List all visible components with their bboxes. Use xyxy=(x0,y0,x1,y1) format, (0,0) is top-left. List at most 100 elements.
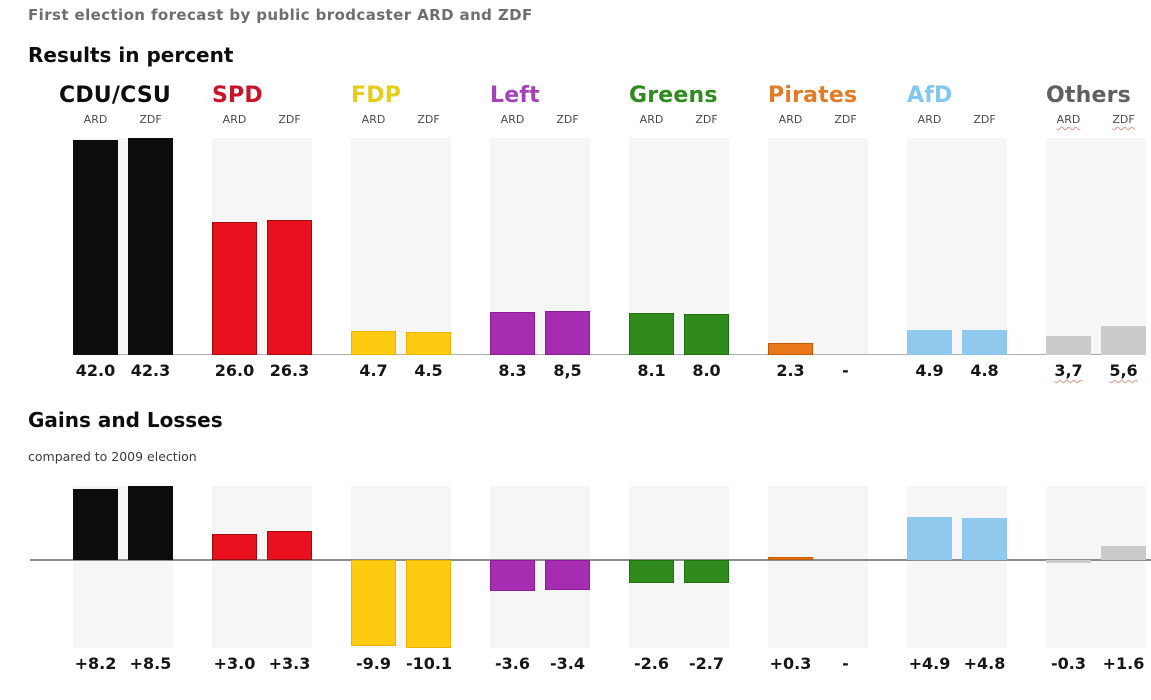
gain-bar-others-zdf xyxy=(1101,546,1146,560)
party-label-afd: AfD xyxy=(907,83,953,108)
gain-value-greens-zdf: -2.7 xyxy=(689,654,724,673)
result-bar-others-ard xyxy=(1046,336,1091,355)
result-bar-afd-zdf xyxy=(962,330,1007,355)
result-values-greens: 8.1 8.0 xyxy=(629,361,729,381)
result-value-fdp-ard: 4.7 xyxy=(359,361,388,380)
gain-bar-left-zdf xyxy=(545,560,590,590)
gain-values-pirates: +0.3 - xyxy=(768,654,868,674)
result-value-spd-ard: 26.0 xyxy=(214,361,255,380)
result-value-others-zdf: 5,6 xyxy=(1109,361,1138,380)
results-plot-cdu-csu xyxy=(73,138,173,355)
result-value-afd-zdf: 4.8 xyxy=(970,361,999,380)
party-group-cdu-csu: CDU/CSU ARD ZDF 42.0 42.3 xyxy=(59,82,173,381)
gains-plot-afd xyxy=(907,486,1007,648)
broadcaster-label-zdf: ZDF xyxy=(278,113,301,126)
gain-value-spd-ard: +3.0 xyxy=(213,654,256,673)
party-label-others: Others xyxy=(1046,83,1131,108)
party-label-fdp: FDP xyxy=(351,83,402,108)
gains-plot-spd xyxy=(212,486,312,648)
results-baseline-axis xyxy=(73,354,1146,355)
party-label-pirates: Pirates xyxy=(768,83,858,108)
broadcaster-label-zdf: ZDF xyxy=(139,113,162,126)
result-bar-left-ard xyxy=(490,312,535,355)
results-heading: Results in percent xyxy=(28,43,234,67)
result-value-cdu-csu-zdf: 42.3 xyxy=(130,361,171,380)
broadcaster-label-ard: ARD xyxy=(639,113,664,126)
results-chart: CDU/CSU ARD ZDF 42.0 42.3 SPD ARD ZDF 26.0 26.3 FD… xyxy=(0,82,1151,381)
gain-value-spd-zdf: +3.3 xyxy=(268,654,311,673)
broadcaster-label-ard: ARD xyxy=(778,113,803,126)
result-value-cdu-csu-ard: 42.0 xyxy=(75,361,116,380)
column-background-pirates xyxy=(768,138,868,355)
result-value-others-ard: 3,7 xyxy=(1054,361,1083,380)
gains-group-greens: -2.6 -2.7 xyxy=(629,486,729,674)
gains-plot-pirates xyxy=(768,486,868,648)
gain-bar-greens-ard xyxy=(629,560,674,583)
gain-value-fdp-ard: -9.9 xyxy=(356,654,391,673)
gain-value-greens-ard: -2.6 xyxy=(634,654,669,673)
gain-values-cdu-csu: +8.2 +8.5 xyxy=(73,654,173,674)
broadcaster-labels-fdp: ARD ZDF xyxy=(351,112,451,138)
gain-value-afd-ard: +4.9 xyxy=(908,654,951,673)
column-background-others xyxy=(1046,138,1146,355)
broadcaster-labels-left: ARD ZDF xyxy=(490,112,590,138)
gains-subheading: compared to 2009 election xyxy=(28,449,197,464)
result-value-greens-ard: 8.1 xyxy=(637,361,666,380)
gains-group-pirates: +0.3 - xyxy=(768,486,868,674)
gain-bar-others-ard xyxy=(1046,560,1091,563)
result-values-spd: 26.0 26.3 xyxy=(212,361,312,381)
party-group-others: Others ARD ZDF 3,7 5,6 xyxy=(1046,82,1146,381)
gains-group-fdp: -9.9 -10.1 xyxy=(351,486,452,674)
result-bar-afd-ard xyxy=(907,330,952,355)
gains-group-left: -3.6 -3.4 xyxy=(490,486,590,674)
gain-value-afd-zdf: +4.8 xyxy=(963,654,1006,673)
party-label-greens: Greens xyxy=(629,83,718,108)
result-bar-cdu-csu-zdf xyxy=(128,138,173,355)
result-bar-fdp-zdf xyxy=(406,332,451,355)
gain-values-fdp: -9.9 -10.1 xyxy=(351,654,452,674)
result-bar-fdp-ard xyxy=(351,331,396,355)
gain-value-left-zdf: -3.4 xyxy=(550,654,585,673)
broadcaster-label-zdf: ZDF xyxy=(695,113,718,126)
result-value-left-ard: 8.3 xyxy=(498,361,527,380)
gains-group-spd: +3.0 +3.3 xyxy=(212,486,312,674)
result-value-fdp-zdf: 4.5 xyxy=(414,361,443,380)
party-group-spd: SPD ARD ZDF 26.0 26.3 xyxy=(212,82,312,381)
result-value-pirates-zdf: - xyxy=(842,361,849,380)
results-plot-left xyxy=(490,138,590,355)
results-plot-afd xyxy=(907,138,1007,355)
gain-bar-afd-zdf xyxy=(962,518,1007,560)
broadcaster-labels-pirates: ARD ZDF xyxy=(768,112,868,138)
broadcaster-label-zdf: ZDF xyxy=(973,113,996,126)
result-bar-others-zdf xyxy=(1101,326,1146,355)
gain-value-others-ard: -0.3 xyxy=(1051,654,1086,673)
broadcaster-labels-greens: ARD ZDF xyxy=(629,112,729,138)
party-label-spd: SPD xyxy=(212,83,263,108)
gains-plot-greens xyxy=(629,486,729,648)
party-group-afd: AfD ARD ZDF 4.9 4.8 xyxy=(907,82,1007,381)
broadcaster-labels-others: ARD ZDF xyxy=(1046,112,1146,138)
result-values-pirates: 2.3 - xyxy=(768,361,868,381)
party-group-fdp: FDP ARD ZDF 4.7 4.5 xyxy=(351,82,451,381)
gain-bar-fdp-ard xyxy=(351,560,396,646)
gains-plot-fdp xyxy=(351,486,451,648)
gains-column-background-afd xyxy=(907,486,1007,648)
gains-chart: +8.2 +8.5 +3.0 +3.3 -9.9 -10.1 -3.6 -3.4 -2.6 -2.… xyxy=(0,486,1151,674)
result-bar-left-zdf xyxy=(545,311,590,355)
gain-bar-fdp-zdf xyxy=(406,560,451,648)
broadcaster-label-ard: ARD xyxy=(361,113,386,126)
result-bar-greens-zdf xyxy=(684,314,729,355)
gains-plot-cdu-csu xyxy=(73,486,173,648)
party-group-pirates: Pirates ARD ZDF 2.3 - xyxy=(768,82,868,381)
result-bar-pirates-ard xyxy=(768,343,813,355)
broadcaster-label-ard: ARD xyxy=(500,113,525,126)
gains-column-background-pirates xyxy=(768,486,868,648)
result-bar-spd-ard xyxy=(212,222,257,355)
result-bar-spd-zdf xyxy=(267,220,312,355)
gains-baseline-axis xyxy=(30,559,1151,561)
gain-bar-cdu-csu-zdf xyxy=(128,486,173,560)
result-values-others: 3,7 5,6 xyxy=(1046,361,1146,381)
party-group-greens: Greens ARD ZDF 8.1 8.0 xyxy=(629,82,729,381)
page-title: First election forecast by public brodca… xyxy=(28,6,533,24)
gain-bar-pirates-ard xyxy=(768,557,813,560)
